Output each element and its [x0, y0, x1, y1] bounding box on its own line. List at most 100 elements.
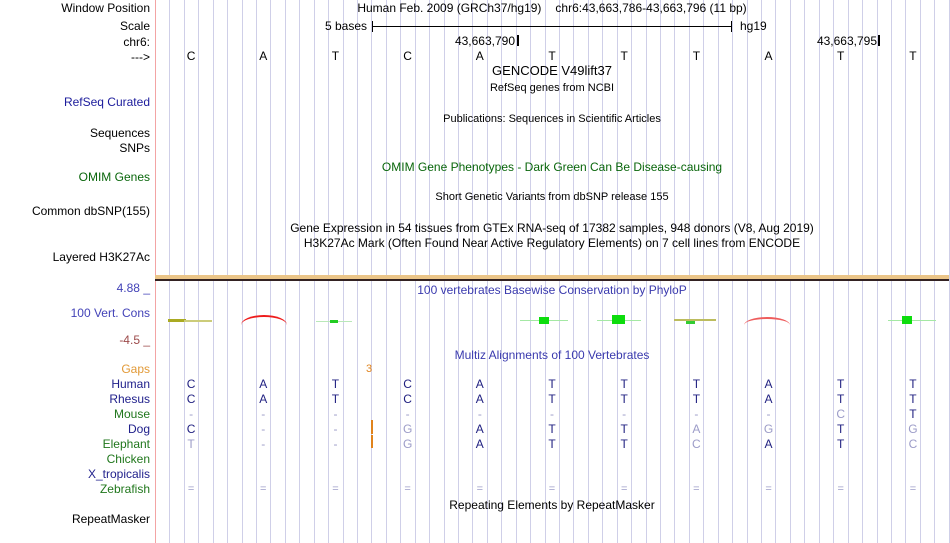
- track-title-dbsnp[interactable]: Short Genetic Variants from dbSNP releas…: [435, 191, 669, 203]
- track-title-h3k27ac[interactable]: H3K27Ac Mark (Often Found Near Active Re…: [303, 236, 801, 250]
- gridline: [818, 0, 820, 543]
- alignment-cell: =: [260, 483, 267, 495]
- track-left-marker-line: [155, 0, 156, 543]
- conservation-mark: [168, 319, 186, 322]
- gridline: [890, 0, 892, 543]
- track-title-phylop[interactable]: 100 vertebrates Basewise Conservation by…: [417, 283, 687, 297]
- track-label-refseq-curated[interactable]: RefSeq Curated: [63, 95, 150, 109]
- header-row: Human Feb. 2009 (GRCh37/hg19) chr6:43,66…: [155, 1, 949, 15]
- alignment-cell: A: [764, 392, 773, 406]
- track-label-layered-h3k27ac[interactable]: Layered H3K27Ac: [52, 250, 150, 264]
- alignment-cell: T: [548, 392, 556, 406]
- track-title-gtex[interactable]: Gene Expression in 54 tissues from GTEx …: [290, 221, 814, 235]
- conservation-mark: [539, 317, 549, 324]
- alignment-cell: =: [548, 483, 556, 495]
- sequence-base: T: [331, 49, 340, 63]
- cons-axis-max: 4.88 _: [116, 281, 150, 295]
- gridline: [256, 0, 257, 543]
- gridline: [299, 0, 301, 543]
- alignment-cell: =: [187, 483, 195, 495]
- gridline: [905, 0, 907, 543]
- species-label-zebrafish[interactable]: Zebrafish: [99, 482, 150, 496]
- gridline: [458, 0, 460, 543]
- h3k27ac-track-bar[interactable]: [155, 275, 949, 279]
- gridline: [717, 0, 719, 543]
- alignment-cell: -: [766, 407, 771, 421]
- track-label-snps[interactable]: SNPs: [119, 141, 150, 155]
- track-label-vert-cons[interactable]: 100 Vert. Cons: [70, 306, 150, 320]
- gridline: [212, 0, 214, 543]
- species-label-elephant[interactable]: Elephant: [102, 437, 150, 451]
- gridline: [602, 0, 604, 543]
- track-title-repeat-elements[interactable]: Repeating Elements by RepeatMasker: [449, 498, 655, 512]
- scale-value: 5 bases: [324, 19, 367, 33]
- gridline: [703, 0, 705, 543]
- alignment-cell: C: [403, 377, 412, 391]
- alignment-cell: T: [331, 377, 340, 391]
- sequence-base: A: [764, 49, 773, 63]
- alignment-cell: T: [548, 377, 556, 391]
- track-label-common-dbsnp[interactable]: Common dbSNP(155): [31, 204, 150, 218]
- gridline: [674, 0, 676, 543]
- species-label-chicken[interactable]: Chicken: [106, 452, 150, 466]
- gridline: [241, 0, 243, 543]
- alignment-cell: C: [186, 377, 196, 391]
- alignment-cell: A: [764, 437, 773, 451]
- gap-insert-bar: [371, 420, 373, 434]
- sequence-base: T: [909, 49, 917, 63]
- species-label-rhesus[interactable]: Rhesus: [109, 392, 150, 406]
- window-position-value: chr6:43,663,786-43,663,796 (11 bp): [555, 1, 747, 15]
- alignment-cell: -: [622, 407, 627, 421]
- gridline: [169, 0, 171, 543]
- alignment-cell: T: [909, 392, 917, 406]
- conservation-mark: [184, 320, 212, 322]
- alignment-cell: A: [475, 377, 484, 391]
- track-title-multiz[interactable]: Multiz Alignments of 100 Vertebrates: [454, 348, 650, 362]
- gridline: [847, 0, 849, 543]
- species-label-mouse[interactable]: Mouse: [113, 407, 150, 421]
- gridline: [573, 0, 575, 543]
- alignment-cell: =: [332, 483, 339, 495]
- species-label-x_tropicalis[interactable]: X_tropicalis: [87, 467, 150, 481]
- alignment-cell: A: [764, 377, 773, 391]
- gridline: [544, 0, 546, 543]
- alignment-cell: =: [693, 483, 700, 495]
- alignment-cell: =: [765, 483, 772, 495]
- sequence-base: T: [837, 49, 845, 63]
- gridline: [660, 0, 662, 543]
- gridline: [587, 0, 589, 543]
- h3k27ac-track-baseline: [155, 279, 949, 281]
- gridline: [342, 0, 344, 543]
- species-label-gaps[interactable]: Gaps: [121, 362, 150, 376]
- track-title-omim[interactable]: OMIM Gene Phenotypes - Dark Green Can Be…: [381, 160, 723, 174]
- species-label-dog[interactable]: Dog: [127, 422, 150, 436]
- alignment-cell: -: [333, 437, 338, 451]
- gap-insert-bar: [371, 435, 373, 448]
- alignment-cell: =: [476, 483, 484, 495]
- gridline: [385, 0, 387, 543]
- label-chromosome: chr6:: [123, 35, 150, 49]
- alignment-cell: T: [837, 437, 845, 451]
- scale-ruler-tick-left: [372, 21, 373, 32]
- alignment-cell: -: [477, 407, 482, 421]
- alignment-cell: G: [402, 422, 413, 436]
- alignment-cell: C: [692, 437, 701, 451]
- track-title-refseq[interactable]: RefSeq genes from NCBI: [489, 82, 615, 94]
- gridline: [761, 0, 763, 543]
- alignment-cell: T: [692, 377, 701, 391]
- alignment-cell: -: [333, 407, 338, 421]
- alignment-cell: -: [261, 437, 266, 451]
- track-label-sequences[interactable]: Sequences: [89, 126, 150, 140]
- conservation-mark: [686, 321, 695, 324]
- species-label-human[interactable]: Human: [111, 377, 150, 391]
- scale-ruler-line: [372, 26, 732, 27]
- alignment-cell: T: [620, 377, 628, 391]
- gridline: [270, 0, 272, 543]
- track-label-omim-genes[interactable]: OMIM Genes: [78, 170, 150, 184]
- gridline: [732, 0, 734, 543]
- track-title-publications[interactable]: Publications: Sequences in Scientific Ar…: [443, 113, 661, 125]
- conservation-mark: [330, 320, 338, 323]
- alignment-cell: T: [620, 437, 628, 451]
- track-label-repeatmasker[interactable]: RepeatMasker: [71, 512, 150, 526]
- track-title-gencode[interactable]: GENCODE V49lift37: [492, 63, 612, 78]
